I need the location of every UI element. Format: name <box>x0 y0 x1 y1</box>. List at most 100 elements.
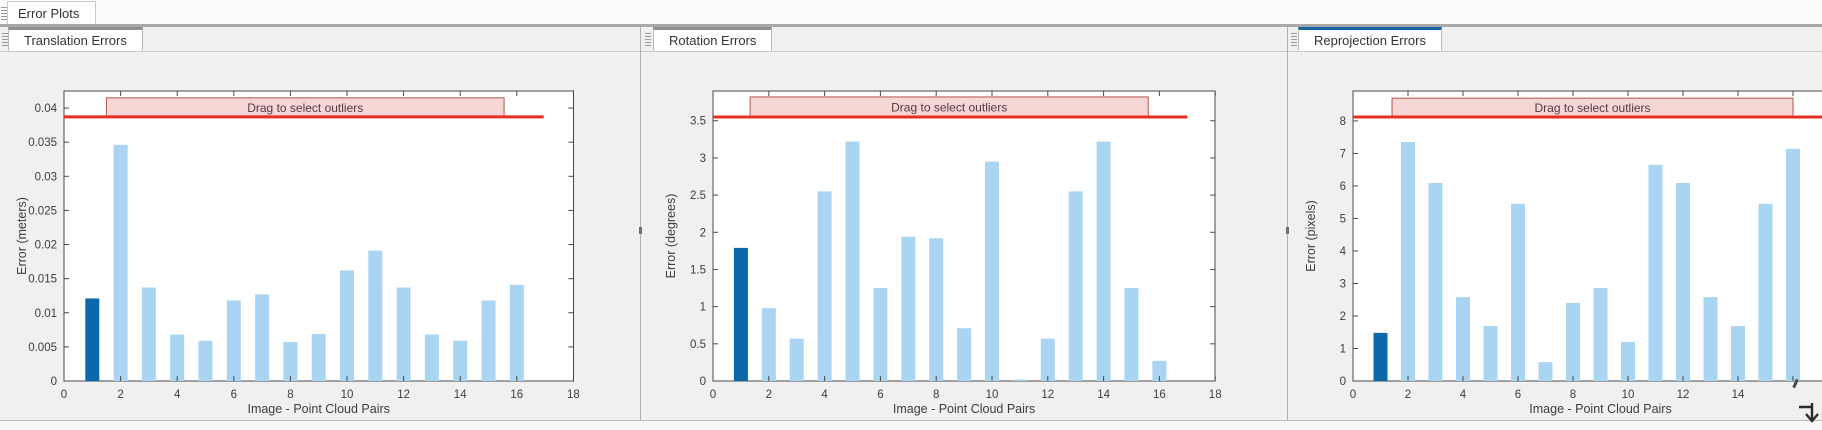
splitter-handle[interactable] <box>639 227 642 234</box>
y-tick-label: 1 <box>700 302 706 314</box>
bar[interactable] <box>1012 379 1027 381</box>
y-tick-label: 1.5 <box>690 264 706 276</box>
bar[interactable] <box>170 334 185 381</box>
bar[interactable] <box>1096 141 1111 381</box>
bar-selected[interactable] <box>733 247 748 381</box>
y-tick-label: 0.01 <box>35 308 57 320</box>
y-tick-label: 0.03 <box>35 171 57 183</box>
x-tick-label: 8 <box>1570 389 1576 401</box>
panel-splitter[interactable] <box>639 27 642 420</box>
y-tick-label: 0.025 <box>28 205 57 217</box>
bar[interactable] <box>1566 302 1580 381</box>
bar[interactable] <box>1621 341 1635 381</box>
x-tick-label: 10 <box>1622 389 1635 401</box>
bar[interactable] <box>1758 203 1773 381</box>
bar-selected[interactable] <box>1373 332 1388 381</box>
x-tick-label: 2 <box>766 389 772 401</box>
bar[interactable] <box>1456 297 1470 381</box>
panel-splitter[interactable] <box>1286 27 1289 420</box>
y-axis-label: Error (degrees) <box>664 194 678 279</box>
rotation-tabstrip: Rotation Errors <box>640 27 1287 52</box>
bar[interactable] <box>1676 183 1690 381</box>
bar[interactable] <box>1401 142 1415 381</box>
bar[interactable] <box>1703 297 1718 381</box>
bar[interactable] <box>396 287 411 381</box>
x-tick-label: 6 <box>877 389 883 401</box>
drag-grip-icon[interactable] <box>1 7 7 20</box>
panel-reprojection-errors: Drag to select outliers 0 2 4 6 8 10 12 14 0 1 2 3 4 5… <box>1287 27 1822 420</box>
y-tick-label: 1 <box>1340 343 1346 355</box>
outlier-band-label: Drag to select outliers <box>891 100 1007 114</box>
bar[interactable] <box>226 300 241 381</box>
tab-rotation-errors-label: Rotation Errors <box>669 32 757 48</box>
bar[interactable] <box>761 308 776 381</box>
bar[interactable] <box>283 342 298 381</box>
bar[interactable] <box>845 141 860 381</box>
bar[interactable] <box>817 191 832 381</box>
document-tab-bar: Error Plots <box>0 0 1822 25</box>
bar[interactable] <box>113 144 128 381</box>
bar[interactable] <box>1511 203 1525 381</box>
dock-arrow-icon[interactable] <box>1796 400 1822 428</box>
status-bar <box>0 420 1822 430</box>
bar[interactable] <box>141 287 156 381</box>
bar[interactable] <box>1040 338 1055 381</box>
translation-tabstrip: Translation Errors <box>0 27 640 52</box>
tab-translation-errors-label: Translation Errors <box>24 32 127 48</box>
x-axis-label: Image - Point Cloud Pairs <box>893 402 1035 416</box>
y-tick-label: 2 <box>700 227 706 239</box>
tab-translation-errors[interactable]: Translation Errors <box>8 27 143 51</box>
tab-rotation-errors[interactable]: Rotation Errors <box>653 27 773 51</box>
bar[interactable] <box>789 338 804 381</box>
bar[interactable] <box>198 340 213 381</box>
bar[interactable] <box>340 270 354 381</box>
tab-error-plots-label: Error Plots <box>18 6 80 21</box>
x-tick-label: 6 <box>231 389 237 401</box>
bar[interactable] <box>311 333 326 381</box>
y-tick-label: 2 <box>1340 311 1346 323</box>
drag-grip-icon[interactable] <box>2 33 8 46</box>
bar[interactable] <box>509 284 524 381</box>
splitter-handle[interactable] <box>1286 227 1289 234</box>
bar[interactable] <box>1538 362 1553 381</box>
bar[interactable] <box>1068 191 1083 381</box>
x-tick-label: 4 <box>1460 389 1467 401</box>
bar[interactable] <box>929 238 944 381</box>
bar[interactable] <box>255 294 270 381</box>
y-tick-label: 3.5 <box>690 116 706 128</box>
y-tick-label: 3 <box>700 153 706 165</box>
bar[interactable] <box>1483 326 1498 381</box>
bar[interactable] <box>1152 360 1167 381</box>
tab-reprojection-errors[interactable]: Reprojection Errors <box>1298 27 1442 51</box>
x-tick-label: 12 <box>1041 389 1054 401</box>
bar[interactable] <box>453 340 468 381</box>
bar[interactable] <box>901 236 916 381</box>
y-tick-label: 0 <box>1340 376 1346 388</box>
bar[interactable] <box>424 334 439 381</box>
bar[interactable] <box>1593 288 1608 381</box>
y-tick-label: 4 <box>1340 246 1347 258</box>
bar[interactable] <box>873 288 888 381</box>
bar[interactable] <box>481 300 496 381</box>
bar[interactable] <box>1428 183 1443 381</box>
reprojection-tabstrip: Reprojection Errors <box>1287 27 1822 52</box>
bar[interactable] <box>1731 326 1745 381</box>
y-tick-label: 7 <box>1340 148 1346 160</box>
bar[interactable] <box>985 161 999 381</box>
drag-grip-icon[interactable] <box>645 33 651 46</box>
x-tick-label: 8 <box>287 389 293 401</box>
x-tick-label: 18 <box>567 389 580 401</box>
y-tick-label: 0.005 <box>28 342 57 354</box>
bar[interactable] <box>368 250 383 381</box>
plot-area <box>1352 90 1822 382</box>
bar[interactable] <box>1648 164 1663 381</box>
drag-grip-icon[interactable] <box>1291 33 1297 46</box>
tab-error-plots[interactable]: Error Plots <box>7 1 97 25</box>
bar[interactable] <box>1786 148 1800 381</box>
bar[interactable] <box>1124 288 1139 381</box>
x-tick-label: 4 <box>821 389 828 401</box>
bar[interactable] <box>957 328 972 381</box>
bar-selected[interactable] <box>85 298 100 381</box>
